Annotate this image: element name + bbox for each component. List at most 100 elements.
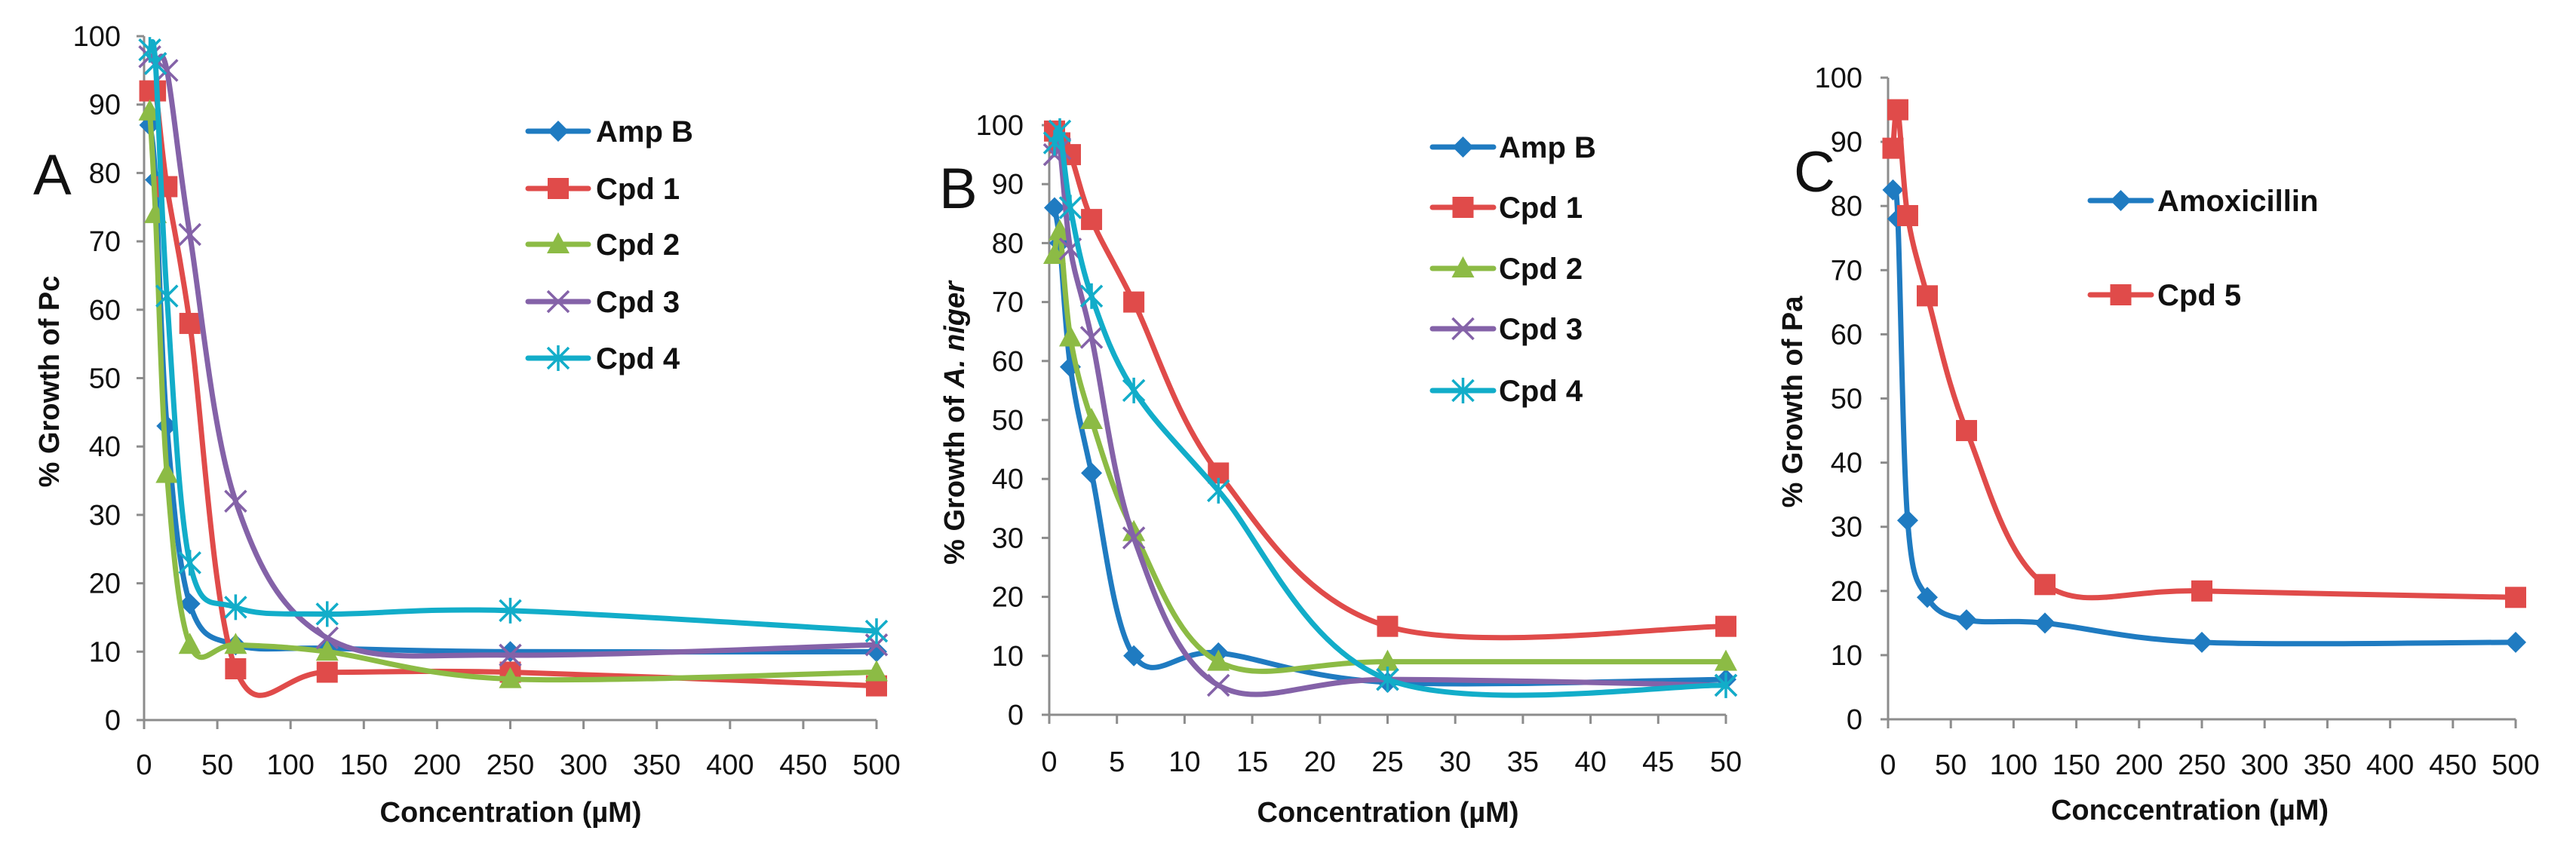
panel-label: B	[939, 157, 978, 221]
y-tick-label: 70	[89, 226, 121, 258]
marker-stroke	[224, 489, 247, 513]
series-line	[147, 109, 880, 683]
y-tick-label: 30	[1831, 512, 1862, 544]
legend-label: Cpd 1	[596, 173, 680, 206]
y-tick-label: 90	[1831, 127, 1862, 158]
data-point	[224, 594, 247, 621]
marker-stroke	[546, 290, 570, 314]
series-line	[147, 122, 880, 655]
x-tick-label: 45	[1642, 746, 1674, 778]
legend-label: Cpd 2	[1499, 253, 1583, 286]
legend-label: Cpd 3	[1499, 313, 1583, 346]
data-point	[1042, 130, 1067, 156]
legend-entry: Cpd 3	[1429, 313, 1583, 346]
marker-stroke	[1207, 673, 1230, 697]
y-tick-label: 20	[992, 582, 1024, 614]
x-tick-label: 200	[2115, 749, 2163, 781]
x-tick-label: 20	[1304, 746, 1336, 778]
marker-stroke	[155, 59, 179, 82]
data-point	[499, 667, 522, 688]
series-line	[1052, 125, 1729, 698]
x-tick-label: 450	[2429, 749, 2476, 781]
y-axis-title: % Growth of Pa	[1777, 296, 1809, 508]
x-tick-label: 100	[266, 749, 314, 781]
data-point	[2034, 574, 2056, 596]
x-tick-label: 250	[2178, 749, 2225, 781]
x-tick-label: 50	[1935, 749, 1967, 781]
data-point	[499, 597, 522, 624]
x-tick-label: 350	[2304, 749, 2351, 781]
legend-entry: Cpd 4	[525, 342, 680, 375]
x-tick-label: 0	[1880, 749, 1896, 781]
x-tick-label: 150	[340, 749, 388, 781]
series-line	[1052, 140, 1729, 697]
series-cpd-5	[1882, 99, 2526, 608]
x-axis-title: Conccentration (µM)	[2051, 795, 2329, 826]
y-tick-label: 60	[1831, 319, 1862, 351]
x-tick-label: 500	[852, 749, 900, 781]
panel-label: A	[33, 143, 72, 207]
legend-label: Cpd 1	[1499, 192, 1583, 225]
y-tick-label: 70	[1831, 255, 1862, 287]
y-tick-label: 70	[992, 287, 1024, 319]
y-tick-label: 60	[992, 346, 1024, 378]
data-point	[2034, 612, 2056, 634]
legend-label: Cpd 3	[596, 286, 680, 319]
x-tick-label: 400	[706, 749, 754, 781]
series-cpd-4	[138, 37, 889, 645]
data-point	[1377, 615, 1399, 637]
legend-marker	[548, 121, 569, 142]
chart-panel-b: B 0 10 20 30 40 50 60 70 80 90 100 0 5 10 15 20 25 30 35 40 4…	[939, 110, 1742, 829]
y-tick-label: 0	[105, 705, 121, 737]
data-point	[178, 222, 201, 247]
data-point	[224, 633, 247, 654]
data-point	[143, 51, 167, 77]
legend-marker	[2110, 190, 2132, 211]
y-tick-label: 50	[89, 363, 121, 395]
data-point	[1714, 672, 1738, 698]
data-point	[1048, 219, 1071, 241]
series-cpd-4	[1042, 118, 1738, 698]
y-axis-title-part: % Growth of	[939, 388, 971, 565]
x-tick-label: 0	[136, 749, 152, 781]
marker-stroke	[1451, 317, 1475, 341]
x-axis-title: Concentration (µM)	[380, 797, 642, 829]
panel-label: C	[1794, 140, 1835, 204]
x-tick-label: 400	[2366, 749, 2414, 781]
data-point	[2191, 580, 2212, 602]
y-tick-label: 0	[1008, 700, 1024, 731]
marker-stroke	[315, 626, 339, 650]
data-point	[2505, 631, 2526, 653]
y-axis-title: % Growth of Pc	[34, 276, 66, 488]
x-tick-label: 50	[201, 749, 233, 781]
legend-entry: Amp B	[525, 115, 693, 149]
data-point	[1887, 99, 1908, 121]
y-tick-label: 80	[992, 228, 1024, 259]
data-point	[2191, 631, 2212, 653]
legend-marker	[1451, 378, 1475, 403]
series-line	[1052, 225, 1729, 674]
legend-label: Cpd 5	[2157, 279, 2241, 312]
x-tick-label: 500	[2492, 749, 2539, 781]
data-point	[2505, 587, 2526, 608]
data-point	[315, 626, 339, 650]
data-point	[316, 661, 338, 683]
data-point	[1048, 118, 1072, 144]
data-point	[1896, 510, 1918, 532]
y-tick-label: 90	[992, 169, 1024, 201]
y-tick-label: 90	[89, 90, 121, 121]
x-tick-label: 300	[560, 749, 607, 781]
legend-entry: Cpd 5	[2087, 279, 2241, 312]
data-point	[179, 312, 201, 334]
y-tick-label: 80	[89, 158, 121, 189]
legend-entry: Amp B	[1429, 131, 1596, 164]
series-cpd-3	[1042, 137, 1738, 697]
data-point	[315, 639, 339, 661]
data-point	[1080, 408, 1104, 429]
x-tick-label: 100	[1990, 749, 2037, 781]
data-point	[1376, 667, 1399, 693]
legend-marker	[546, 345, 570, 371]
x-tick-label: 0	[1041, 746, 1057, 778]
y-tick-label: 100	[73, 21, 121, 53]
legend-label: Cpd 4	[1499, 375, 1583, 408]
